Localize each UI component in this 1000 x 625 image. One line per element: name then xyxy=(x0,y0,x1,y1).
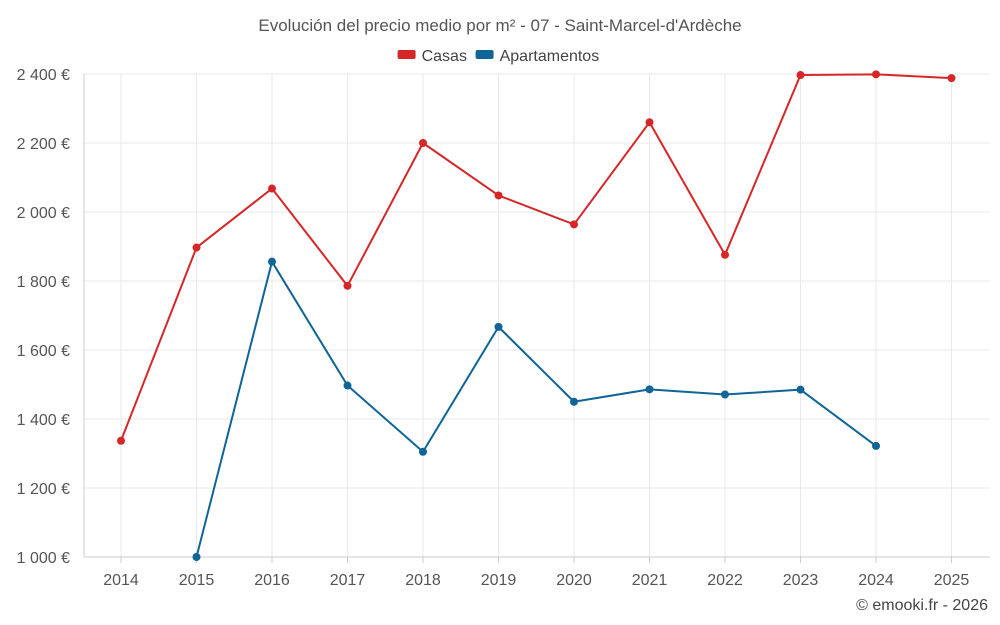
data-point xyxy=(645,385,654,394)
legend-swatch xyxy=(397,50,416,59)
data-point xyxy=(645,118,654,127)
legend: Casas Apartamentos xyxy=(397,48,600,65)
plot-area xyxy=(117,70,956,561)
x-tick-label: 2019 xyxy=(481,572,517,589)
x-tick-label: 2025 xyxy=(934,572,970,589)
data-point xyxy=(343,281,352,290)
data-point xyxy=(570,397,578,406)
y-tick-label: 2 400 € xyxy=(17,67,70,84)
grid xyxy=(83,73,990,563)
data-point xyxy=(796,71,805,80)
data-point xyxy=(872,441,880,450)
data-point xyxy=(419,447,427,456)
y-tick-label: 2 200 € xyxy=(17,136,70,153)
series-apartamentos xyxy=(192,257,880,561)
watermark: © emooki.fr - 2026 xyxy=(856,597,988,614)
x-tick-label: 2022 xyxy=(707,572,743,589)
legend-label: Casas xyxy=(422,48,467,65)
x-tick-label: 2021 xyxy=(632,572,668,589)
data-point xyxy=(494,322,503,331)
data-point xyxy=(721,390,729,399)
x-tick-label: 2016 xyxy=(254,572,290,589)
y-axis-ticks: 1 000 € 1 200 € 1 400 € 1 600 € 1 800 € 2 000… xyxy=(17,67,70,567)
data-point xyxy=(192,243,201,252)
data-point xyxy=(721,250,729,259)
y-tick-label: 1 400 € xyxy=(17,412,70,429)
x-tick-label: 2024 xyxy=(858,572,894,589)
chart-title: Evolución del precio medio por m² - 07 -… xyxy=(258,16,741,35)
data-point xyxy=(872,70,880,79)
legend-swatch xyxy=(475,50,494,59)
series-line-casas xyxy=(120,73,952,442)
y-tick-label: 1 000 € xyxy=(17,550,70,567)
data-point xyxy=(419,139,427,147)
y-tick-label: 1 600 € xyxy=(17,343,70,360)
data-point xyxy=(947,74,956,83)
data-point xyxy=(343,381,352,390)
legend-item-apartamentos[interactable]: Apartamentos xyxy=(475,48,600,65)
y-tick-label: 1 800 € xyxy=(17,274,70,291)
x-tick-label: 2014 xyxy=(103,572,139,589)
data-point xyxy=(117,436,125,445)
x-tick-label: 2020 xyxy=(556,572,592,589)
data-point xyxy=(570,220,578,229)
data-point xyxy=(796,385,805,394)
legend-label: Apartamentos xyxy=(500,48,600,65)
series-casas xyxy=(117,70,956,445)
y-tick-label: 2 000 € xyxy=(17,205,70,222)
data-point xyxy=(268,257,276,266)
data-point xyxy=(494,191,503,200)
x-axis-ticks: 2014 2015 2016 2017 2018 2019 2020 2021 2022 2023… xyxy=(103,572,969,589)
y-tick-label: 1 200 € xyxy=(17,481,70,498)
x-tick-label: 2018 xyxy=(405,572,441,589)
x-tick-label: 2017 xyxy=(330,572,366,589)
x-tick-label: 2023 xyxy=(783,572,819,589)
data-point xyxy=(268,184,276,193)
series-line-apartamentos xyxy=(195,260,877,558)
legend-item-casas[interactable]: Casas xyxy=(397,48,467,65)
data-point xyxy=(192,553,201,561)
x-tick-label: 2015 xyxy=(179,572,215,589)
